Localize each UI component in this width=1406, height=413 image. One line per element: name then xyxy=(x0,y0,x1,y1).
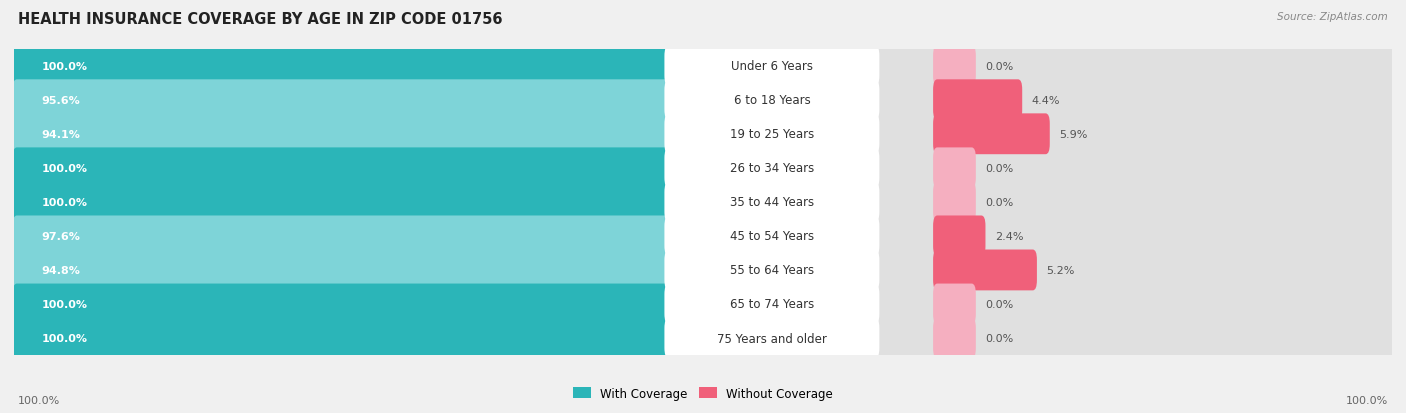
Text: 94.1%: 94.1% xyxy=(42,129,80,140)
FancyBboxPatch shape xyxy=(934,216,986,257)
Text: 100.0%: 100.0% xyxy=(42,197,87,207)
Text: 55 to 64 Years: 55 to 64 Years xyxy=(730,264,814,277)
Text: HEALTH INSURANCE COVERAGE BY AGE IN ZIP CODE 01756: HEALTH INSURANCE COVERAGE BY AGE IN ZIP … xyxy=(18,12,503,27)
FancyBboxPatch shape xyxy=(13,250,1393,291)
FancyBboxPatch shape xyxy=(665,216,879,256)
Text: 75 Years and older: 75 Years and older xyxy=(717,332,827,345)
FancyBboxPatch shape xyxy=(13,284,751,325)
FancyBboxPatch shape xyxy=(13,318,1393,358)
Text: 100.0%: 100.0% xyxy=(42,164,87,173)
FancyBboxPatch shape xyxy=(13,46,1393,87)
Legend: With Coverage, Without Coverage: With Coverage, Without Coverage xyxy=(568,382,838,404)
FancyBboxPatch shape xyxy=(665,114,879,154)
FancyBboxPatch shape xyxy=(13,216,734,257)
FancyBboxPatch shape xyxy=(13,216,1393,257)
Text: 94.8%: 94.8% xyxy=(42,265,80,275)
FancyBboxPatch shape xyxy=(934,80,1022,121)
FancyBboxPatch shape xyxy=(665,182,879,223)
FancyBboxPatch shape xyxy=(934,250,1036,291)
FancyBboxPatch shape xyxy=(13,80,718,121)
Text: Source: ZipAtlas.com: Source: ZipAtlas.com xyxy=(1277,12,1388,22)
Text: 45 to 54 Years: 45 to 54 Years xyxy=(730,230,814,243)
FancyBboxPatch shape xyxy=(13,318,751,358)
Text: Under 6 Years: Under 6 Years xyxy=(731,60,813,73)
Text: 0.0%: 0.0% xyxy=(986,299,1014,309)
FancyBboxPatch shape xyxy=(665,318,879,358)
FancyBboxPatch shape xyxy=(665,47,879,87)
FancyBboxPatch shape xyxy=(934,114,1050,155)
Text: 0.0%: 0.0% xyxy=(986,62,1014,71)
Text: 100.0%: 100.0% xyxy=(42,299,87,309)
FancyBboxPatch shape xyxy=(665,148,879,188)
Text: 0.0%: 0.0% xyxy=(986,197,1014,207)
Text: 6 to 18 Years: 6 to 18 Years xyxy=(734,94,810,107)
Text: 2.4%: 2.4% xyxy=(995,231,1024,241)
FancyBboxPatch shape xyxy=(13,284,1393,325)
Text: 100.0%: 100.0% xyxy=(1346,395,1388,405)
Text: 35 to 44 Years: 35 to 44 Years xyxy=(730,196,814,209)
FancyBboxPatch shape xyxy=(13,182,751,223)
Text: 0.0%: 0.0% xyxy=(986,164,1014,173)
FancyBboxPatch shape xyxy=(13,114,1393,155)
Text: 100.0%: 100.0% xyxy=(42,333,87,343)
FancyBboxPatch shape xyxy=(934,284,976,325)
Text: 100.0%: 100.0% xyxy=(42,62,87,71)
FancyBboxPatch shape xyxy=(13,46,751,87)
FancyBboxPatch shape xyxy=(13,148,751,189)
FancyBboxPatch shape xyxy=(13,250,713,291)
FancyBboxPatch shape xyxy=(934,318,976,358)
Text: 65 to 74 Years: 65 to 74 Years xyxy=(730,298,814,311)
FancyBboxPatch shape xyxy=(13,148,1393,189)
Text: 5.2%: 5.2% xyxy=(1046,265,1076,275)
FancyBboxPatch shape xyxy=(934,46,976,87)
Text: 100.0%: 100.0% xyxy=(18,395,60,405)
Text: 97.6%: 97.6% xyxy=(42,231,80,241)
Text: 26 to 34 Years: 26 to 34 Years xyxy=(730,162,814,175)
FancyBboxPatch shape xyxy=(13,80,1393,121)
Text: 19 to 25 Years: 19 to 25 Years xyxy=(730,128,814,141)
FancyBboxPatch shape xyxy=(13,114,709,155)
FancyBboxPatch shape xyxy=(934,182,976,223)
Text: 95.6%: 95.6% xyxy=(42,95,80,105)
FancyBboxPatch shape xyxy=(13,182,1393,223)
Text: 4.4%: 4.4% xyxy=(1032,95,1060,105)
FancyBboxPatch shape xyxy=(665,250,879,290)
Text: 5.9%: 5.9% xyxy=(1059,129,1088,140)
FancyBboxPatch shape xyxy=(665,284,879,324)
Text: 0.0%: 0.0% xyxy=(986,333,1014,343)
FancyBboxPatch shape xyxy=(934,148,976,189)
FancyBboxPatch shape xyxy=(665,81,879,121)
